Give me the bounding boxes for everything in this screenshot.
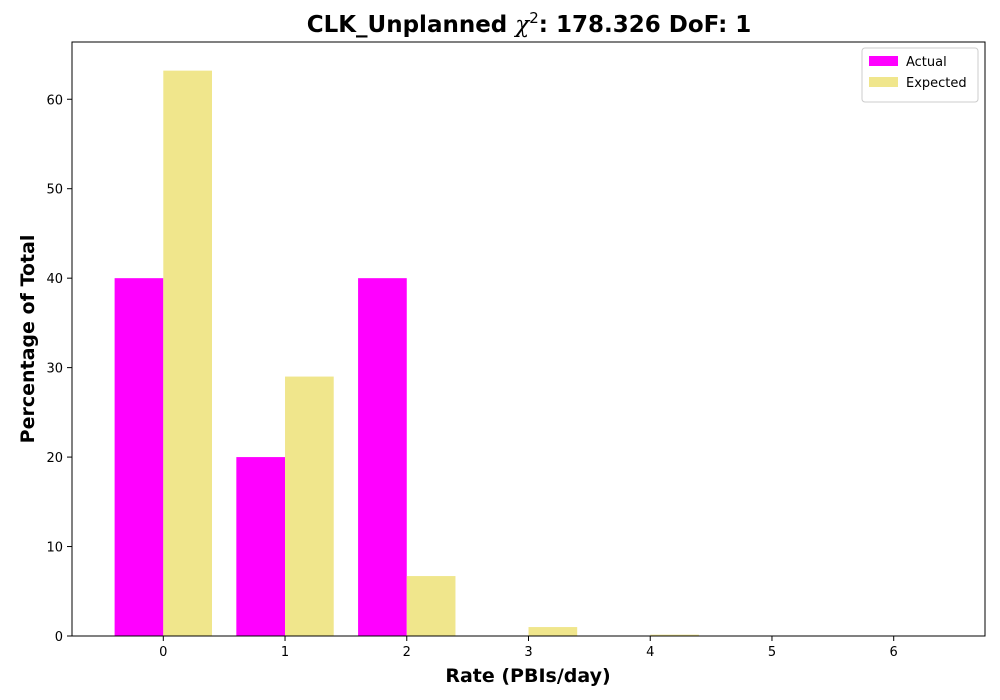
bar-actual-2 (358, 278, 407, 636)
y-tick-label-50: 50 (46, 183, 63, 198)
chart-title-chi: χ (513, 12, 531, 38)
x-axis-label: Rate (PBIs/day) (445, 665, 610, 687)
x-tick-label-5: 5 (768, 645, 776, 660)
legend: Actual Expected (861, 47, 979, 103)
chart-title-prefix: CLK_Unplanned (307, 12, 516, 38)
bar-expected-0 (163, 70, 212, 636)
x-tick-label-1: 1 (281, 645, 289, 660)
bar-expected-1 (285, 376, 334, 636)
y-tick-label-20: 20 (46, 451, 63, 466)
y-tick-label-40: 40 (46, 272, 63, 287)
y-tick-label-30: 30 (46, 362, 63, 377)
chart-title-superscript: 2 (529, 9, 539, 27)
bar-expected-3 (528, 627, 578, 636)
x-tick-label-0: 0 (159, 645, 167, 660)
bar-expected-2 (406, 576, 456, 636)
legend-label-expected: Expected (906, 76, 967, 91)
chart-title-suffix: : 178.326 DoF: 1 (539, 12, 752, 38)
bar-actual-0 (114, 278, 164, 636)
y-tick-label-60: 60 (46, 93, 63, 108)
x-tick-label-4: 4 (646, 645, 654, 660)
x-tick-label-6: 6 (890, 645, 898, 660)
legend-label-actual: Actual (906, 55, 947, 70)
y-axis-label: Percentage of Total (17, 235, 39, 444)
bar-actual-1 (236, 457, 286, 636)
legend-swatch-expected (869, 77, 898, 87)
y-tick-label-0: 0 (55, 630, 63, 645)
bar-expected-4 (650, 634, 699, 636)
legend-swatch-actual (869, 56, 898, 66)
x-tick-label-2: 2 (403, 645, 411, 660)
x-tick-label-3: 3 (524, 645, 532, 660)
chart-title: CLK_Unplanned χ2: 178.326 DoF: 1 (307, 9, 752, 38)
y-tick-label-10: 10 (46, 541, 63, 556)
